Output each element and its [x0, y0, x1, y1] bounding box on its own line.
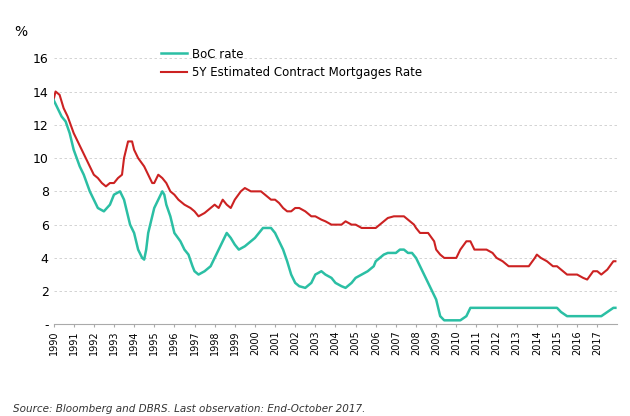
Text: Source: Bloomberg and DBRS. Last observation: End-October 2017.: Source: Bloomberg and DBRS. Last observa…	[13, 404, 365, 414]
Text: %: %	[14, 25, 27, 39]
Legend: BoC rate, 5Y Estimated Contract Mortgages Rate: BoC rate, 5Y Estimated Contract Mortgage…	[161, 47, 421, 79]
